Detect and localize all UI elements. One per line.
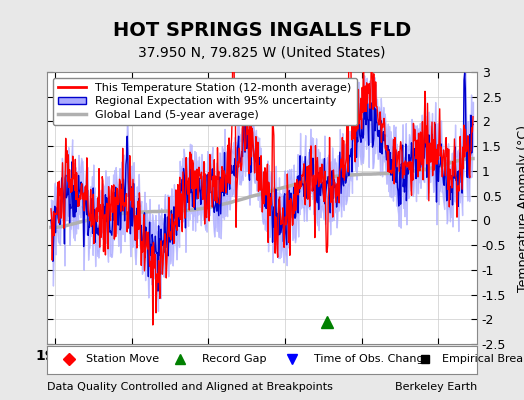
Text: Empirical Break: Empirical Break <box>442 354 524 364</box>
Text: 37.950 N, 79.825 W (United States): 37.950 N, 79.825 W (United States) <box>138 46 386 60</box>
Y-axis label: Temperature Anomaly (°C): Temperature Anomaly (°C) <box>517 124 524 292</box>
Text: Record Gap: Record Gap <box>202 354 266 364</box>
Text: Data Quality Controlled and Aligned at Breakpoints: Data Quality Controlled and Aligned at B… <box>47 382 333 392</box>
Text: Station Move: Station Move <box>86 354 159 364</box>
Text: Berkeley Earth: Berkeley Earth <box>395 382 477 392</box>
Legend: This Temperature Station (12-month average), Regional Expectation with 95% uncer: This Temperature Station (12-month avera… <box>53 78 357 125</box>
Text: Time of Obs. Change: Time of Obs. Change <box>313 354 430 364</box>
Text: HOT SPRINGS INGALLS FLD: HOT SPRINGS INGALLS FLD <box>113 21 411 40</box>
